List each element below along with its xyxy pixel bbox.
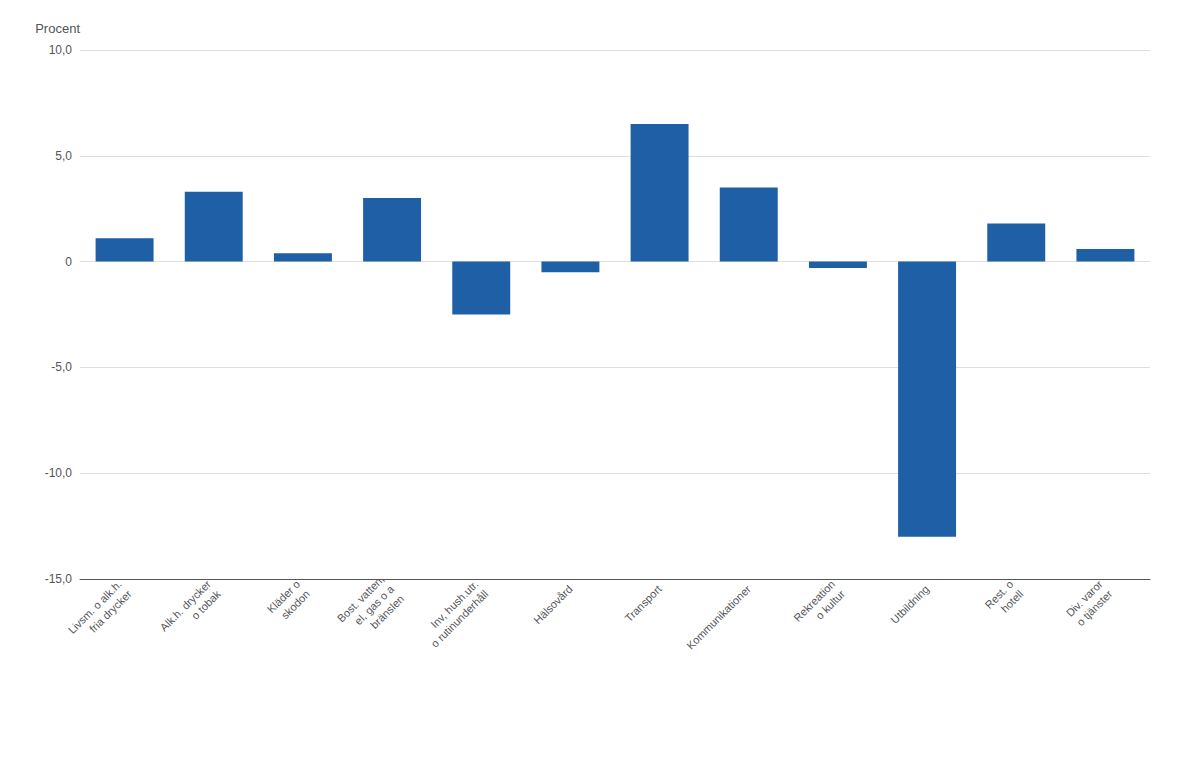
svg-text:Alk.h. drycker: Alk.h. drycker [157,577,213,634]
svg-text:Bost. vatten,: Bost. vatten, [334,572,387,625]
svg-text:o tobak: o tobak [189,587,223,621]
svg-text:skodon: skodon [279,588,313,622]
svg-text:el, gas o a: el, gas o a [352,582,397,628]
svg-text:Rest. o: Rest. o [982,577,1016,611]
svg-text:Rekreation: Rekreation [791,577,838,624]
svg-text:fria drycker: fria drycker [87,587,134,634]
svg-text:o kultur: o kultur [813,587,847,621]
svg-text:-10,0: -10,0 [45,466,73,480]
svg-text:Kläder o: Kläder o [264,577,303,616]
svg-text:Hälsovård: Hälsovård [531,583,574,626]
svg-text:5,0: 5,0 [55,149,72,163]
svg-text:hotell: hotell [998,588,1025,615]
svg-text:-5,0: -5,0 [51,360,72,374]
svg-text:o rutinunderhåll: o rutinunderhåll [428,588,490,650]
svg-text:0: 0 [65,255,72,269]
svg-text:Utbildning: Utbildning [888,583,931,626]
svg-text:Div. varor: Div. varor [1063,577,1105,619]
svg-text:Inv, hush.utr.: Inv, hush.utr. [428,577,481,631]
svg-text:-15,0: -15,0 [45,572,73,586]
svg-text:Transport: Transport [622,583,663,624]
svg-text:bränslen: bränslen [368,593,406,631]
svg-text:Procent: Procent [35,21,80,36]
svg-text:Livsm. o alk.h.: Livsm. o alk.h. [65,577,124,636]
svg-text:10,0: 10,0 [49,43,73,57]
svg-text:Kommunikationer: Kommunikationer [684,583,753,652]
svg-text:o tjänster: o tjänster [1074,587,1115,628]
